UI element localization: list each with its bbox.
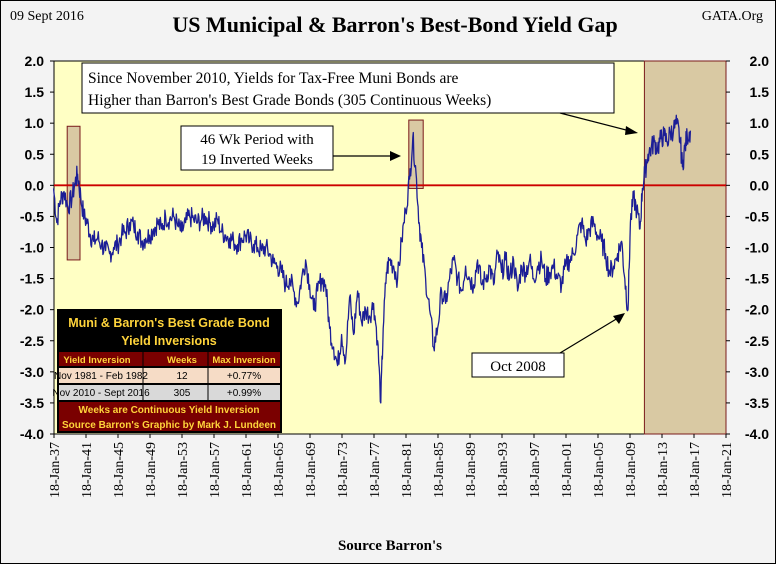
y-tick-right-3: -2.5 [745,333,769,349]
y-axis-right: -4.0 -3.5 -3.0 -2.5 -2.0 -1.5 -1.0 -0.5 0.0 0.5 1.… [726,53,769,442]
x-tick-label-20: 18-Jan-17 [688,442,703,498]
y-tick-left-1: -3.5 [20,395,44,411]
y-tick-left-0: -4.0 [20,426,44,442]
y-tick-left-6: -1.0 [20,240,44,256]
x-tick-label-1: 18-Jan-41 [80,442,95,498]
source-tag: GATA.Org [702,9,763,24]
x-tick-label-13: 18-Jan-89 [464,442,479,498]
table-row-2-bg [59,385,280,400]
table-row-1-weeks: 12 [176,371,188,382]
series-line-yield-gap [52,114,692,404]
y-tick-right-2: -3.0 [745,364,769,380]
annotation-since-2010: Since November 2010, Yields for Tax-Free… [81,62,615,114]
table-row-2-period: Nov 2010 - Sept 2016 [52,388,150,399]
y-tick-left-3: -2.5 [20,333,44,349]
table-title-line-2: Yield Inversions [121,334,216,348]
arrow-oct-2008 [559,317,619,354]
y-tick-right-7: -0.5 [745,208,769,224]
shaded-regions [66,60,727,435]
x-tick-label-4: 18-Jan-53 [176,442,191,498]
y-tick-right-4: -2.0 [745,302,769,318]
x-axis: 18-Jan-37 18-Jan-41 18-Jan-45 18-Jan-49 18-J… [48,434,735,498]
x-tick-label-2: 18-Jan-45 [112,442,127,498]
table-footer-line-1: Weeks are Continuous Yield Inversion [79,405,260,416]
x-tick-label-19: 18-Jan-13 [656,442,671,498]
chart-title: US Municipal & Barron's Best-Bond Yield … [172,12,617,37]
y-tick-left-7: -0.5 [20,208,44,224]
y-axis-left: -4.0 -3.5 -3.0 -2.5 -2.0 -1.5 -1.0 -0.5 0.0 0.5 1.… [20,53,54,442]
table-row-1-max: +0.77% [227,371,261,382]
x-axis-title: Source Barron's [338,538,442,554]
y-tick-right-0: -4.0 [745,426,769,442]
y-tick-right-10: 1.0 [750,115,770,131]
table-header-max: Max Inversion [212,355,276,366]
x-tick-label-11: 18-Jan-81 [400,442,415,498]
table-header-weeks: Weeks [167,355,197,366]
y-tick-right-12: 2.0 [750,53,770,69]
date-label: 09 Sept 2016 [10,9,84,24]
inversion-table: Muni & Barron's Best Grade Bond Yield In… [52,309,282,433]
y-tick-right-5: -1.5 [745,271,769,287]
x-tick-label-14: 18-Jan-93 [496,442,511,498]
x-tick-label-18: 18-Jan-09 [624,442,639,498]
x-tick-label-21: 18-Jan-21 [720,442,735,498]
y-tick-right-1: -3.5 [745,395,769,411]
x-tick-label-15: 18-Jan-97 [528,442,543,498]
x-tick-label-16: 18-Jan-01 [560,442,575,498]
x-tick-label-6: 18-Jan-61 [240,442,255,498]
y-tick-right-6: -1.0 [745,240,769,256]
table-title-line-1: Muni & Barron's Best Grade Bond [68,316,270,330]
oct-2008-label: Oct 2008 [490,359,545,375]
y-tick-left-12: 2.0 [25,53,45,69]
y-tick-right-11: 1.5 [750,84,770,100]
x-tick-label-5: 18-Jan-57 [208,442,223,498]
x-tick-label-17: 18-Jan-05 [592,442,607,498]
arrow-since-2010 [559,112,631,132]
table-header-inversion: Yield Inversion [63,355,130,366]
table-row-1-bg [59,368,280,383]
y-tick-left-4: -2.0 [20,302,44,318]
arrowhead-46wk [390,151,401,161]
x-tick-label-8: 18-Jan-69 [304,442,319,498]
table-footer-bg [59,402,280,431]
x-tick-label-7: 18-Jan-65 [272,442,287,498]
table-row-2-weeks: 305 [174,388,191,399]
table-row-2-max: +0.99% [227,388,261,399]
y-tick-left-9: 0.5 [25,146,45,162]
table-footer-line-2: Source Barron's Graphic by Mark J. Lunde… [62,420,276,431]
arrowhead-oct-2008 [613,313,625,324]
y-tick-left-10: 1.0 [25,115,45,131]
annotation-oct-2008: Oct 2008 [471,352,565,378]
period-line-1: 46 Wk Period with [200,132,314,148]
since-line-1: Since November 2010, Yields for Tax-Free… [88,70,459,87]
arrowhead-since-2010 [625,126,638,135]
y-tick-left-8: 0.0 [25,177,45,193]
x-tick-label-3: 18-Jan-49 [144,442,159,498]
y-tick-left-5: -1.5 [20,271,44,287]
x-tick-label-9: 18-Jan-73 [336,442,351,498]
x-tick-label-10: 18-Jan-77 [368,442,383,498]
table-row-1-period: Nov 1981 - Feb 1982 [54,371,148,382]
since-line-2: Higher than Barron's Best Grade Bonds (3… [88,92,491,109]
annotation-46wk: 46 Wk Period with 19 Inverted Weeks [180,125,334,171]
shaded-region-3 [643,60,727,435]
y-tick-left-11: 1.5 [25,84,45,100]
x-tick-label-12: 18-Jan-85 [432,442,447,498]
y-tick-right-9: 0.5 [750,146,770,162]
period-line-2: 19 Inverted Weeks [201,152,313,168]
x-tick-label-0: 18-Jan-37 [48,442,63,498]
table-header-row [59,352,280,366]
y-tick-left-2: -3.0 [20,364,44,380]
y-tick-right-8: 0.0 [750,177,770,193]
